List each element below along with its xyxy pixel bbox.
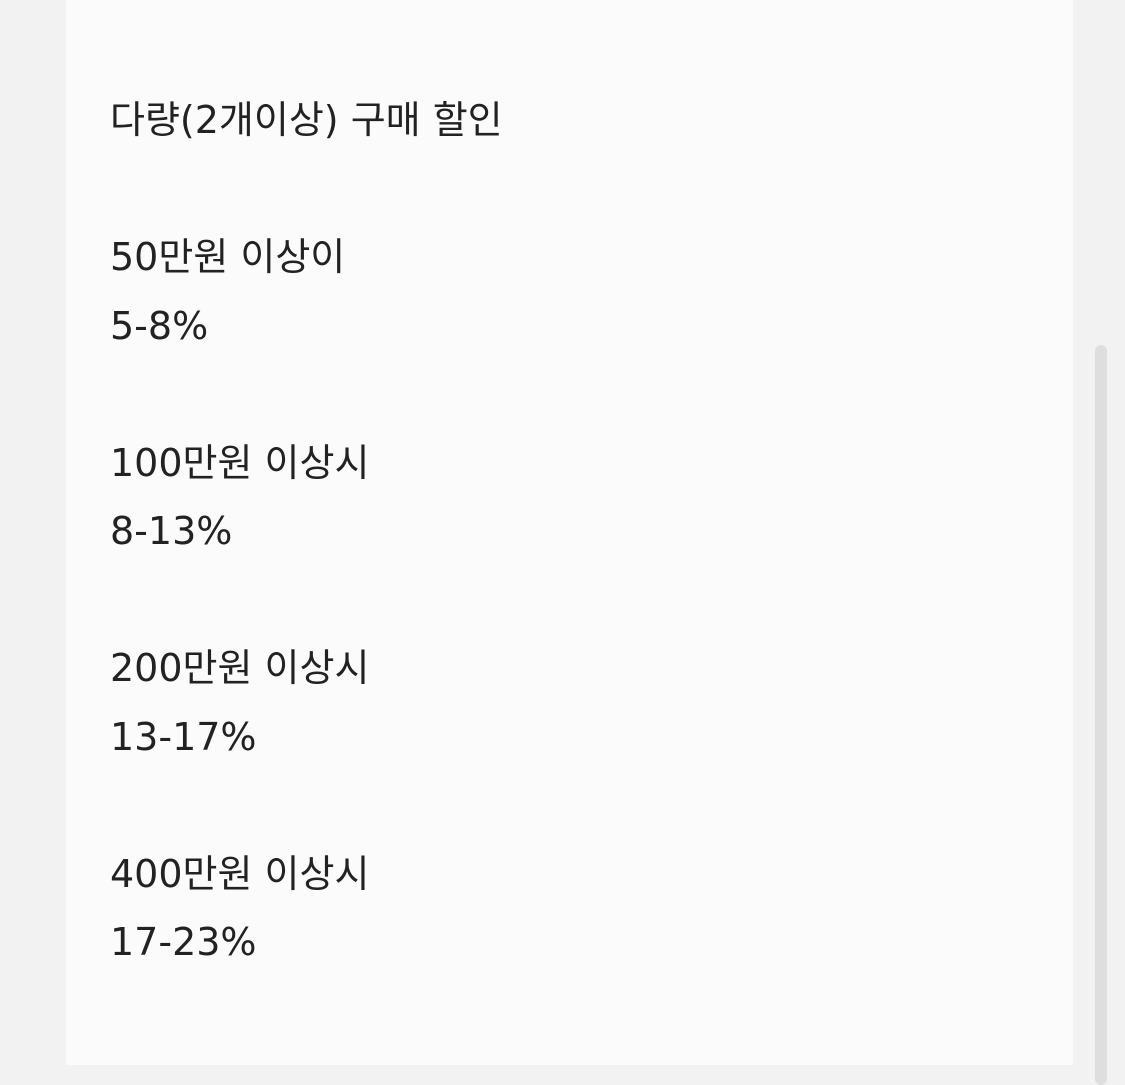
tier-discount: 5-8% [110,303,209,348]
scrollbar[interactable] [1095,345,1107,1085]
tier-threshold: 200만원 이상시 [110,646,370,690]
discount-text: 다량(2개이상) 구매 할인 50만원 이상이 5-8% 100만원 이상시 8… [110,86,503,977]
blank-line [110,566,503,635]
tier-threshold: 50만원 이상이 [110,235,346,279]
tier-threshold: 400만원 이상시 [110,851,370,896]
tier-discount: 8-13% [110,509,233,553]
tier-discount: 17-23% [110,920,257,964]
blank-line [110,360,503,429]
content-card: 다량(2개이상) 구매 할인 50만원 이상이 5-8% 100만원 이상시 8… [66,0,1073,1065]
discount-title: 다량(2개이상) 구매 할인 [110,98,503,142]
tier-threshold: 100만원 이상시 [110,440,370,485]
blank-line [110,771,503,840]
blank-line [110,155,503,224]
tier-discount: 13-17% [110,714,257,759]
